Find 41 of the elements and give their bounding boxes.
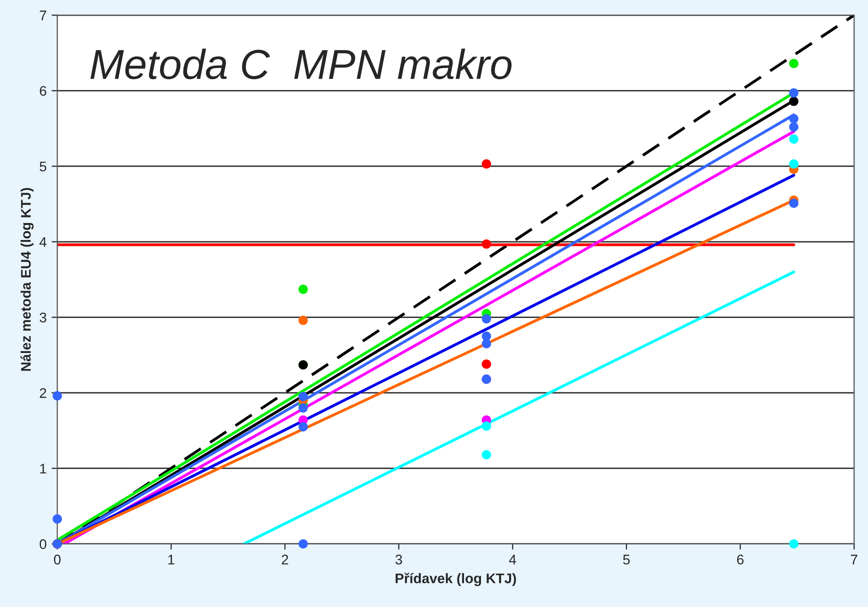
y-tick-label: 7 — [40, 10, 46, 20]
point — [789, 58, 798, 68]
point — [482, 159, 492, 169]
y-tick-label: 2 — [40, 388, 46, 398]
x-tick-label: 3 — [395, 554, 402, 564]
point — [52, 514, 62, 524]
point — [789, 88, 798, 98]
point — [789, 96, 798, 106]
text: Metoda C MPN makro — [90, 48, 512, 80]
point — [789, 122, 798, 132]
point — [298, 539, 308, 549]
point — [298, 316, 308, 325]
point — [789, 539, 798, 549]
x-axis-title: Přídavek (log KTJ) — [396, 572, 516, 586]
y-tick-label: 5 — [40, 162, 46, 172]
x-tick-label: 6 — [737, 554, 744, 564]
y-tick-label: 3 — [40, 312, 46, 322]
y-tick-label: 1 — [40, 464, 46, 474]
x-tick-label: 7 — [850, 554, 858, 564]
point — [52, 391, 62, 400]
y-tick-label: 0 — [40, 539, 46, 550]
point — [482, 332, 492, 341]
y-axis-title: Nález metoda EU4 (log KTJ) — [20, 188, 34, 371]
point — [298, 392, 308, 402]
point — [789, 159, 798, 169]
point — [482, 450, 492, 460]
point — [298, 284, 308, 294]
point — [789, 134, 798, 144]
y-tick-label: 4 — [39, 237, 46, 247]
x-tick-label: 5 — [623, 554, 630, 564]
point — [789, 198, 798, 208]
point — [482, 239, 492, 249]
x-tick-label: 1 — [168, 554, 174, 564]
point — [298, 422, 308, 432]
y-tick-label: 6 — [40, 86, 46, 96]
point — [789, 114, 798, 124]
x-tick-label: 2 — [282, 554, 288, 564]
x-tick-label: 4 — [509, 554, 516, 564]
x-tick-label: 0 — [54, 554, 61, 564]
point — [482, 314, 492, 324]
point — [482, 421, 492, 431]
